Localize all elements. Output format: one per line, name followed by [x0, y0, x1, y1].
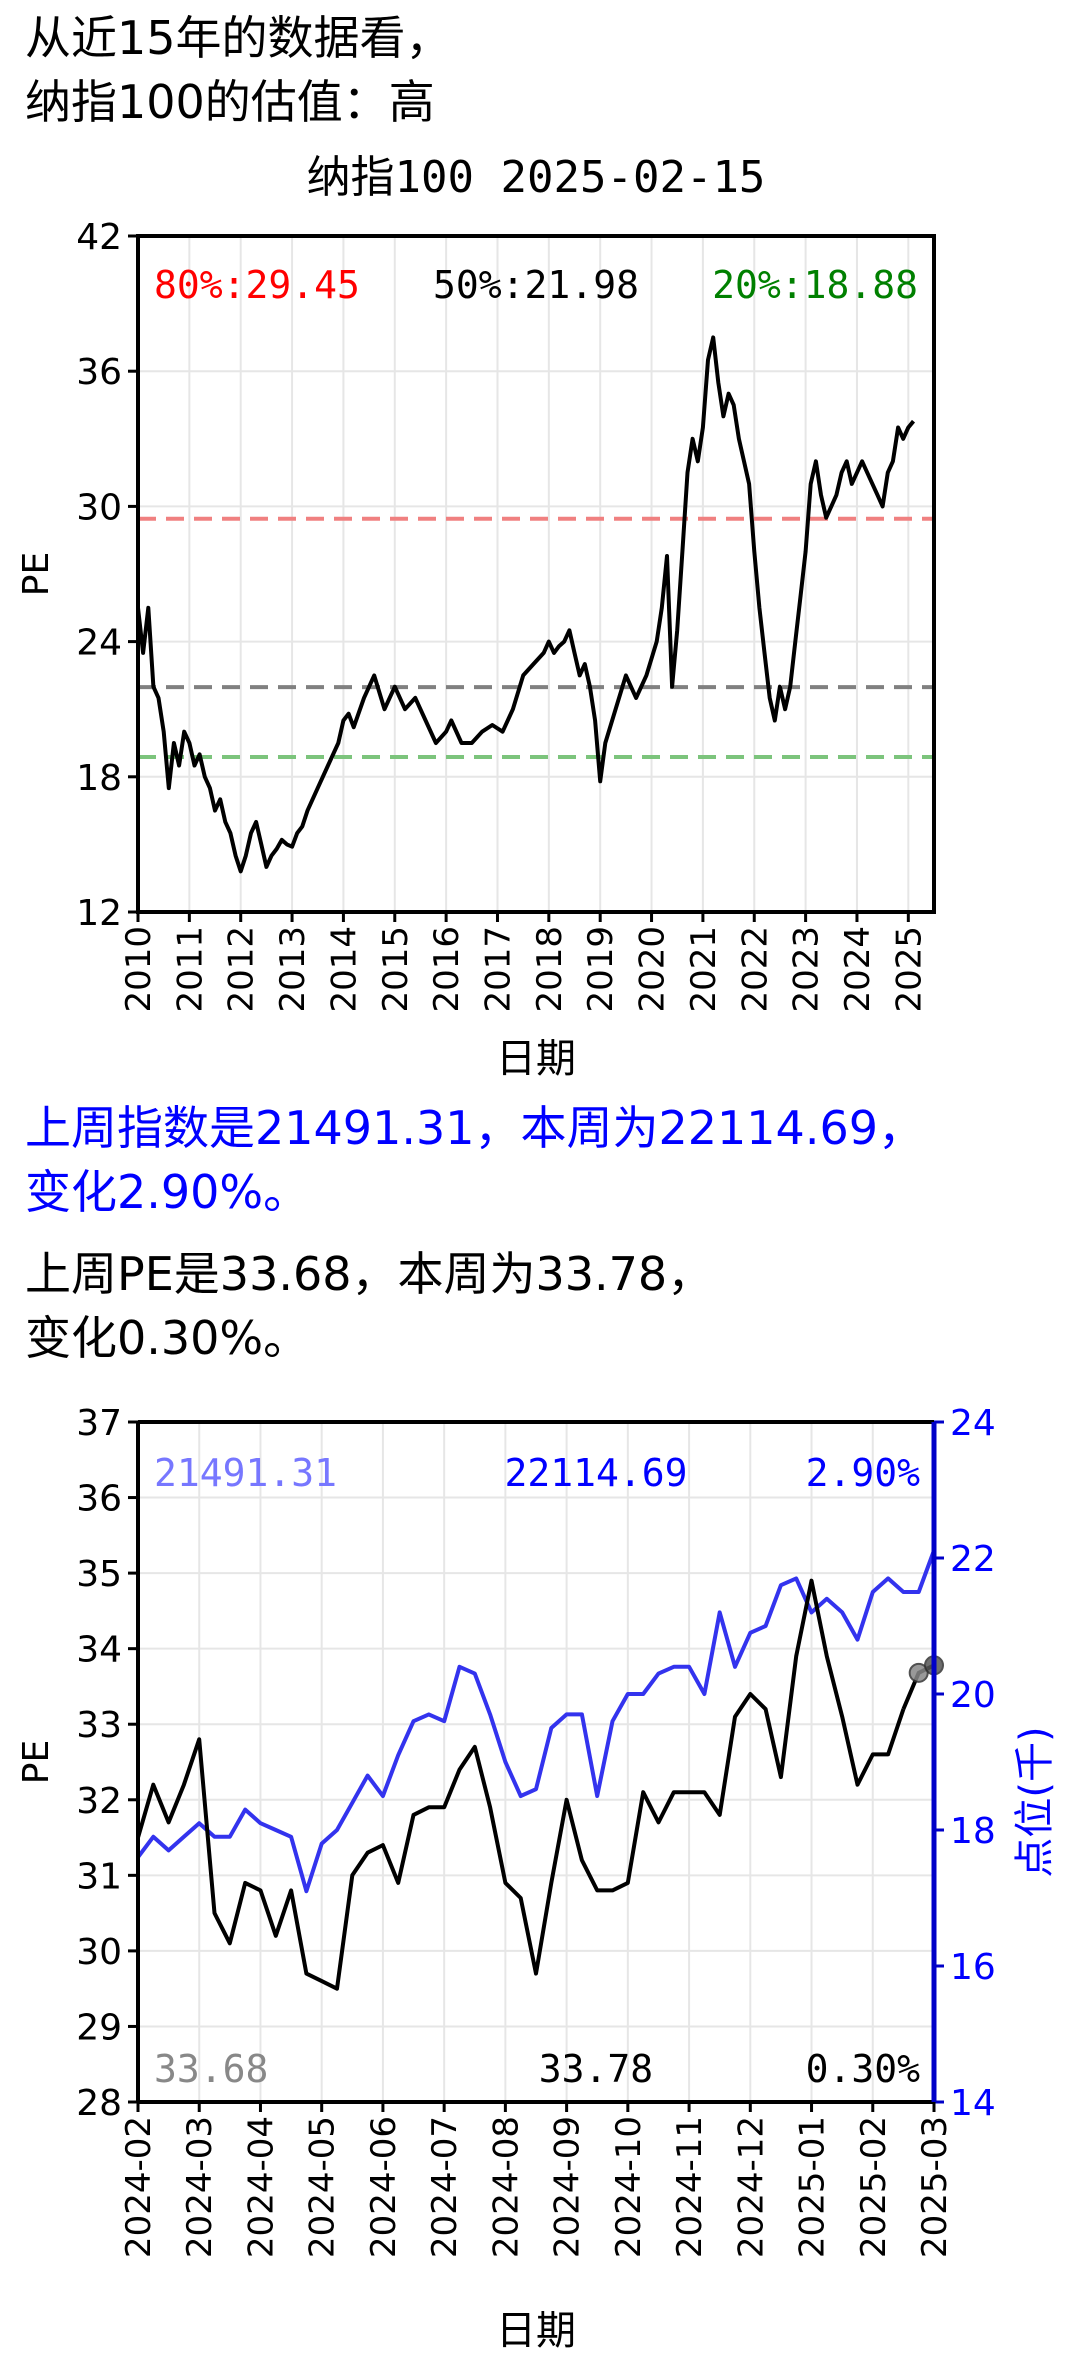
x-axis-label: 日期	[496, 2308, 576, 2354]
y-tick-label: 42	[76, 217, 122, 258]
x-tick-label: 2024-06	[364, 2116, 404, 2258]
y-tick-label: 36	[76, 1479, 122, 1520]
x-tick-label: 2024	[838, 926, 878, 1013]
index-series-line	[136, 1549, 936, 1894]
x-tick-label: 2013	[273, 926, 313, 1013]
y-tick-label: 24	[76, 623, 122, 664]
bottom-annotation: 33.78	[539, 2047, 653, 2091]
x-tick-label: 2024-12	[731, 2116, 771, 2258]
x-tick-label: 2024-05	[303, 2116, 343, 2258]
x-tick-label: 2024-10	[609, 2116, 649, 2258]
chart-title: 纳指100 2025-02-15	[307, 152, 766, 203]
x-tick-label: 2021	[684, 926, 724, 1013]
x-tick-label: 2012	[222, 926, 262, 1013]
x-tick-label: 2025-01	[793, 2116, 833, 2258]
y-tick-label: 30	[76, 487, 122, 528]
percentile-label: 50%:21.98	[433, 263, 639, 307]
bottom-annotation: 0.30%	[806, 2047, 921, 2091]
x-tick-label: 2024-08	[486, 2116, 526, 2258]
y-tick-label: 32	[76, 1781, 122, 1822]
y-right-tick-label: 16	[950, 1947, 996, 1988]
y-tick-label: 29	[76, 2007, 122, 2048]
x-tick-label: 2018	[530, 926, 570, 1013]
y-tick-label: 12	[76, 893, 122, 934]
y-tick-label: 36	[76, 352, 122, 393]
y-right-axis-label: 点位(千)	[1012, 1726, 1058, 1877]
x-tick-label: 2019	[581, 926, 621, 1013]
y-axis-label: PE	[16, 1740, 57, 1784]
y-right-tick-label: 14	[950, 2083, 996, 2124]
x-tick-label: 2011	[170, 926, 210, 1013]
x-tick-label: 2025-02	[854, 2116, 894, 2258]
x-axis-label: 日期	[496, 1036, 576, 1082]
pe-series-line	[136, 1578, 906, 1991]
y-tick-label: 18	[76, 758, 122, 799]
x-tick-label: 2020	[633, 926, 673, 1013]
y-right-tick-label: 20	[950, 1675, 996, 1716]
y-tick-label: 37	[76, 1403, 122, 1444]
x-tick-label: 2015	[376, 926, 416, 1013]
index-summary-line-2: 变化2.90%。	[25, 1165, 310, 1219]
header-line-2: 纳指100的估值：高	[25, 75, 435, 129]
y-tick-label: 33	[76, 1705, 122, 1746]
x-tick-label: 2010	[119, 926, 159, 1013]
bottom-annotation: 33.68	[154, 2047, 268, 2091]
y-right-tick-label: 18	[950, 1811, 996, 1852]
y-tick-label: 31	[76, 1856, 122, 1897]
y-right-tick-label: 24	[950, 1403, 996, 1444]
pe-history-chart: 纳指100 2025-02-15 80%:29.45 50%:21.98 20%:18…	[16, 152, 936, 1082]
top-annotation: 21491.31	[154, 1451, 337, 1495]
y-axis-label: PE	[16, 552, 57, 596]
x-tick-label: 2023	[787, 926, 827, 1013]
header-line-1: 从近15年的数据看，	[25, 11, 452, 65]
percentile-label: 80%:29.45	[154, 263, 360, 307]
y-tick-label: 28	[76, 2083, 122, 2124]
x-tick-label: 2024-04	[241, 2116, 281, 2258]
percentile-label: 20%:18.88	[712, 263, 918, 307]
top-annotation: 2.90%	[806, 1451, 921, 1495]
plot-frame	[136, 234, 936, 914]
x-tick-label: 2025-03	[915, 2116, 955, 2258]
pe-summary-line-1: 上周PE是33.68，本周为33.78，	[25, 1247, 714, 1301]
x-tick-label: 2025	[889, 926, 929, 1013]
x-tick-label: 2024-03	[180, 2116, 220, 2258]
x-tick-label: 2024-09	[548, 2116, 588, 2258]
top-annotation: 22114.69	[504, 1451, 687, 1495]
x-tick-label: 2024-07	[425, 2116, 465, 2258]
y-tick-label: 34	[76, 1630, 122, 1671]
x-tick-label: 2017	[478, 926, 518, 1013]
x-tick-label: 2022	[735, 926, 775, 1013]
pe-series-line	[136, 335, 916, 874]
x-tick-label: 2014	[324, 926, 364, 1013]
x-tick-label: 2016	[427, 926, 467, 1013]
x-tick-label: 2024-11	[670, 2116, 710, 2258]
index-summary-line-1: 上周指数是21491.31，本周为22114.69，	[25, 1101, 924, 1155]
x-tick-label: 2024-02	[119, 2116, 159, 2258]
y-tick-label: 35	[76, 1554, 122, 1595]
y-tick-label: 30	[76, 1932, 122, 1973]
y-right-tick-label: 22	[950, 1539, 996, 1580]
pe-summary-line-2: 变化0.30%。	[25, 1311, 310, 1365]
recent-pe-index-chart: 21491.31 22114.69 2.90% 33.68 33.78 0.30% 28 29…	[16, 1403, 1058, 2354]
